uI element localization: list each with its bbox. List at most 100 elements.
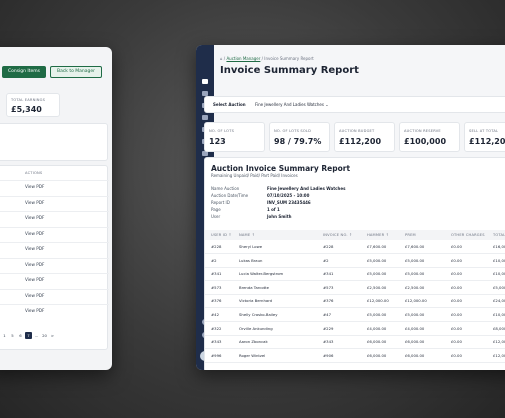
- value: 123: [209, 137, 226, 146]
- report-title: Auction Invoice Summary Report: [211, 164, 351, 173]
- link[interactable]: View PDF: [25, 246, 45, 251]
- report-subtitle: Remaining Unpaid/ Paid/ Part Paid/ Invoi…: [211, 173, 298, 178]
- row-line: [205, 348, 505, 350]
- page-button[interactable]: ...: [34, 333, 39, 338]
- info-label: Name Auction: [211, 186, 240, 191]
- link[interactable]: View PDF: [25, 308, 45, 313]
- cell: #341: [323, 271, 334, 277]
- row-line: [0, 288, 109, 290]
- link[interactable]: View PDF: [25, 292, 45, 298]
- cell: Orville Ankunding: [239, 325, 273, 331]
- cell: £4,000.00: [405, 325, 425, 331]
- page-button[interactable]: 1: [3, 333, 6, 338]
- cell: Shelly Crosko-Bailey: [239, 312, 278, 317]
- stat-card: AUCTION BUDGET £112,200: [334, 122, 395, 152]
- link[interactable]: View PDF: [25, 277, 45, 282]
- cell: #906: [323, 352, 334, 358]
- table: ACTIONS View PDF View PDF View PDF View PDF…: [0, 165, 109, 350]
- column-header: HAMMER ↑: [367, 233, 389, 237]
- nav-icon: [202, 91, 208, 96]
- cell: #2: [323, 257, 329, 263]
- label: Select Auction: [213, 102, 246, 107]
- value: Fine Jewellery And Ladies Watches: [255, 102, 324, 107]
- button[interactable]: Back to Manager: [50, 66, 102, 78]
- cell: #343: [323, 339, 334, 345]
- stat-card: NO. OF LOTS 123: [204, 122, 265, 152]
- row-line: [205, 266, 505, 268]
- label: NO. OF LOTS: [209, 129, 235, 133]
- cell: £6,000.00: [405, 339, 425, 345]
- cell: £0.00: [451, 284, 462, 290]
- link[interactable]: View PDF: [25, 230, 45, 236]
- cell: #229: [323, 325, 334, 331]
- page-button[interactable]: 6: [19, 333, 22, 338]
- info-label: Auction Date/Time: [211, 193, 249, 198]
- cell: #376: [323, 298, 334, 304]
- cell: #573: [323, 284, 334, 290]
- left-window: Consign Items Back to Manager TOTAL EARN…: [0, 47, 112, 370]
- cell: #376: [211, 298, 222, 304]
- value: £5,340: [11, 105, 42, 114]
- label: TOTAL EARNINGS: [11, 98, 46, 102]
- page-button[interactable]: >: [50, 333, 55, 338]
- panel: [0, 123, 108, 161]
- cell: £0.00: [451, 339, 462, 345]
- cell: £10,000.00: [493, 312, 505, 317]
- breadcrumb: ⌂ / Auction Manager / Invoice Summary Re…: [220, 56, 314, 61]
- row-line: [205, 253, 505, 254]
- cell: £5,000.00: [405, 257, 425, 263]
- cell: £0.00: [451, 298, 462, 304]
- cell: £0.00: [451, 312, 462, 317]
- info-value: Fine Jewellery And Ladies Watches: [267, 186, 346, 191]
- info-value: 1 of 1: [267, 207, 280, 212]
- nav-icon: [202, 151, 208, 156]
- row-line: [0, 180, 109, 181]
- cell: £24,000.00: [493, 298, 505, 304]
- info-value: INV_SUM 23435446: [267, 200, 311, 205]
- page-button[interactable]: 20: [42, 333, 47, 338]
- cell: £12,000.00: [493, 352, 505, 358]
- row-line: [205, 293, 505, 295]
- cell: Lukas Braun: [239, 257, 263, 263]
- stat-card: NO. OF LOTS SOLD 98 / 79.7%: [269, 122, 330, 152]
- earnings-card: TOTAL EARNINGS £5,340: [6, 93, 60, 117]
- cell: £5,000.00: [493, 284, 505, 290]
- column-header: OTHER CHARGES: [451, 233, 485, 237]
- link[interactable]: View PDF: [25, 184, 45, 189]
- crumb: Invoice Summary Report: [264, 56, 314, 61]
- link[interactable]: View PDF: [25, 199, 45, 205]
- column-header: INVOICE NO. ↑: [323, 233, 353, 237]
- cell: £0.00: [451, 325, 462, 331]
- page-button[interactable]: 5: [11, 333, 14, 338]
- button[interactable]: Consign Items: [2, 66, 46, 78]
- cell: £2,500.00: [367, 284, 387, 290]
- value: £112,200: [339, 137, 382, 146]
- label: AUCTION BUDGET: [339, 129, 375, 133]
- label: NO. OF LOTS SOLD: [274, 129, 312, 133]
- link[interactable]: Auction Manager: [226, 56, 261, 61]
- value: £112,200: [469, 137, 505, 146]
- link[interactable]: View PDF: [25, 261, 45, 267]
- row-line: [205, 307, 505, 309]
- column-header: USER ID ↑: [211, 233, 232, 237]
- info-label: Report ID: [211, 200, 230, 205]
- dropdown[interactable]: Fine Jewellery And Ladies Watches ⌄: [255, 102, 329, 107]
- cell: #228: [211, 244, 222, 249]
- cell: £0.00: [451, 257, 462, 263]
- report: Auction Invoice Summary Report Remaining…: [204, 157, 505, 370]
- cell: £6,000.00: [405, 352, 425, 358]
- cell: £12,000.00: [367, 298, 389, 304]
- cell: £10,000.00: [493, 271, 505, 277]
- link[interactable]: View PDF: [25, 215, 45, 220]
- cell: Lucia Walter-Bergstrom: [239, 271, 284, 277]
- info-label: User: [211, 214, 221, 219]
- cell: Roger Wintzel: [239, 352, 266, 358]
- cell: £0.00: [451, 271, 462, 277]
- page-title: Invoice Summary Report: [220, 65, 359, 76]
- cell: £12,000.00: [493, 339, 505, 345]
- cell: £10,000.00: [493, 257, 505, 263]
- cell: £6,000.00: [367, 352, 387, 358]
- page-button[interactable]: 7: [25, 332, 32, 339]
- cell: #996: [211, 352, 222, 358]
